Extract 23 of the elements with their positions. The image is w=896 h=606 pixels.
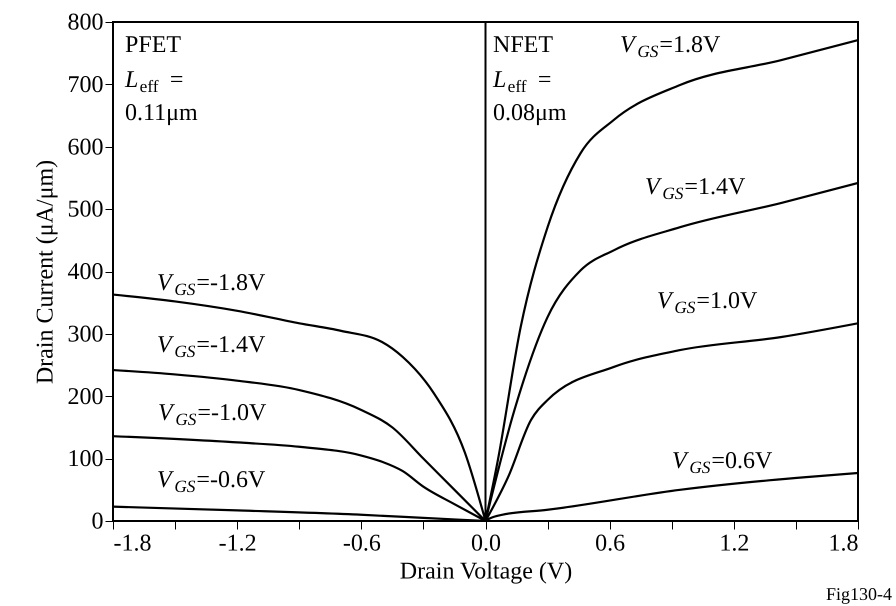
y-tick-label: 700 [68,72,104,98]
x-axis-title: Drain Voltage (V) [400,558,572,584]
annotation: 0.08μm [493,100,567,126]
y-tick-label: 0 [92,508,104,534]
caption: Fig130-4 [826,584,892,604]
x-tick-label: -1.8 [114,530,152,556]
y-tick-label: 500 [68,196,104,223]
annotation: NFET [493,32,554,58]
y-tick-label: 400 [68,259,104,285]
x-tick-label: 0.0 [471,530,501,556]
x-tick-label: 0.6 [595,530,626,556]
x-tick-label: -0.6 [342,530,381,556]
y-tick-label: 100 [68,446,104,472]
annotation: PFET [125,32,182,58]
y-axis-title: Drain Current (μA/μm) [32,160,58,384]
x-tick-label: 1.2 [719,530,750,556]
y-tick-label: 200 [68,384,104,410]
x-tick-label: -1.2 [218,530,257,556]
x-tick-label: 1.8 [828,530,858,556]
annotation: 0.11μm [125,100,198,126]
y-tick-label: 300 [68,321,104,348]
y-tick-label: 800 [68,10,104,36]
y-tick-label: 600 [68,134,104,160]
